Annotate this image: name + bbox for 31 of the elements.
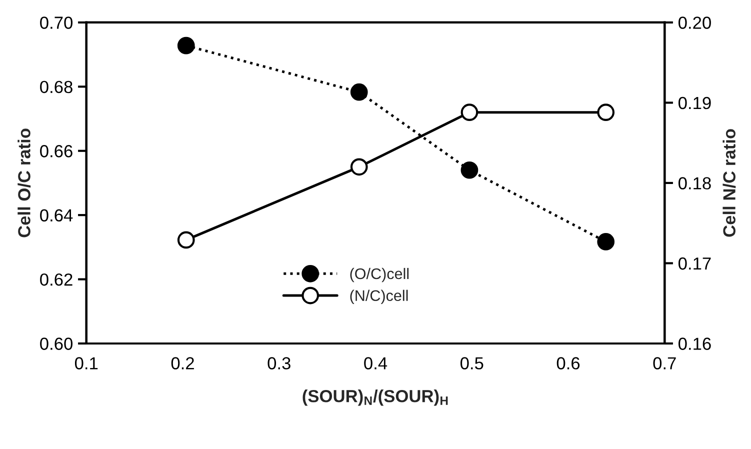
- legend-label: (O/C)cell: [350, 268, 409, 282]
- x-tick-label: 0.3: [268, 357, 290, 370]
- x-tick-label: 0.5: [460, 357, 484, 370]
- y2-tick-label: 0.17: [678, 257, 711, 270]
- x-axis-title: (SOUR)$_{N}$/(SOUR)$_{H}$: [302, 390, 448, 406]
- legend-label: (N/C)cell: [350, 290, 408, 304]
- y-tick-label: 0.60: [40, 338, 72, 350]
- x-tick-label: 0.1: [74, 357, 98, 370]
- x-tick-label: 0.7: [653, 357, 676, 370]
- y2-tick-label: 0.18: [678, 177, 711, 190]
- x-tick-label: 0.6: [556, 357, 580, 370]
- y-tick-label: 0.70: [40, 16, 72, 29]
- y2-tick-label: 0.19: [678, 96, 711, 110]
- y2-tick-label: 0.16: [678, 338, 711, 350]
- y-tick-label: 0.64: [40, 209, 73, 222]
- point: [350, 158, 368, 176]
- y-tick-label: 0.62: [40, 273, 72, 286]
- point: [597, 104, 615, 122]
- point: [597, 233, 615, 250]
- point: [460, 161, 478, 179]
- y-axis-title: Cell O/C ratio: [18, 128, 31, 238]
- x-tick-label: 0.2: [171, 357, 194, 370]
- point: [350, 83, 368, 101]
- y-tick-label: 0.66: [40, 145, 72, 158]
- y-tick-label: 0.68: [40, 80, 72, 94]
- y2-axis-title: Cell N/C ratio: [722, 129, 736, 237]
- x-tick-label: 0.4: [364, 357, 388, 370]
- point: [177, 231, 195, 249]
- y2-tick-label: 0.20: [678, 16, 711, 29]
- point: [177, 36, 195, 54]
- point: [460, 104, 478, 122]
